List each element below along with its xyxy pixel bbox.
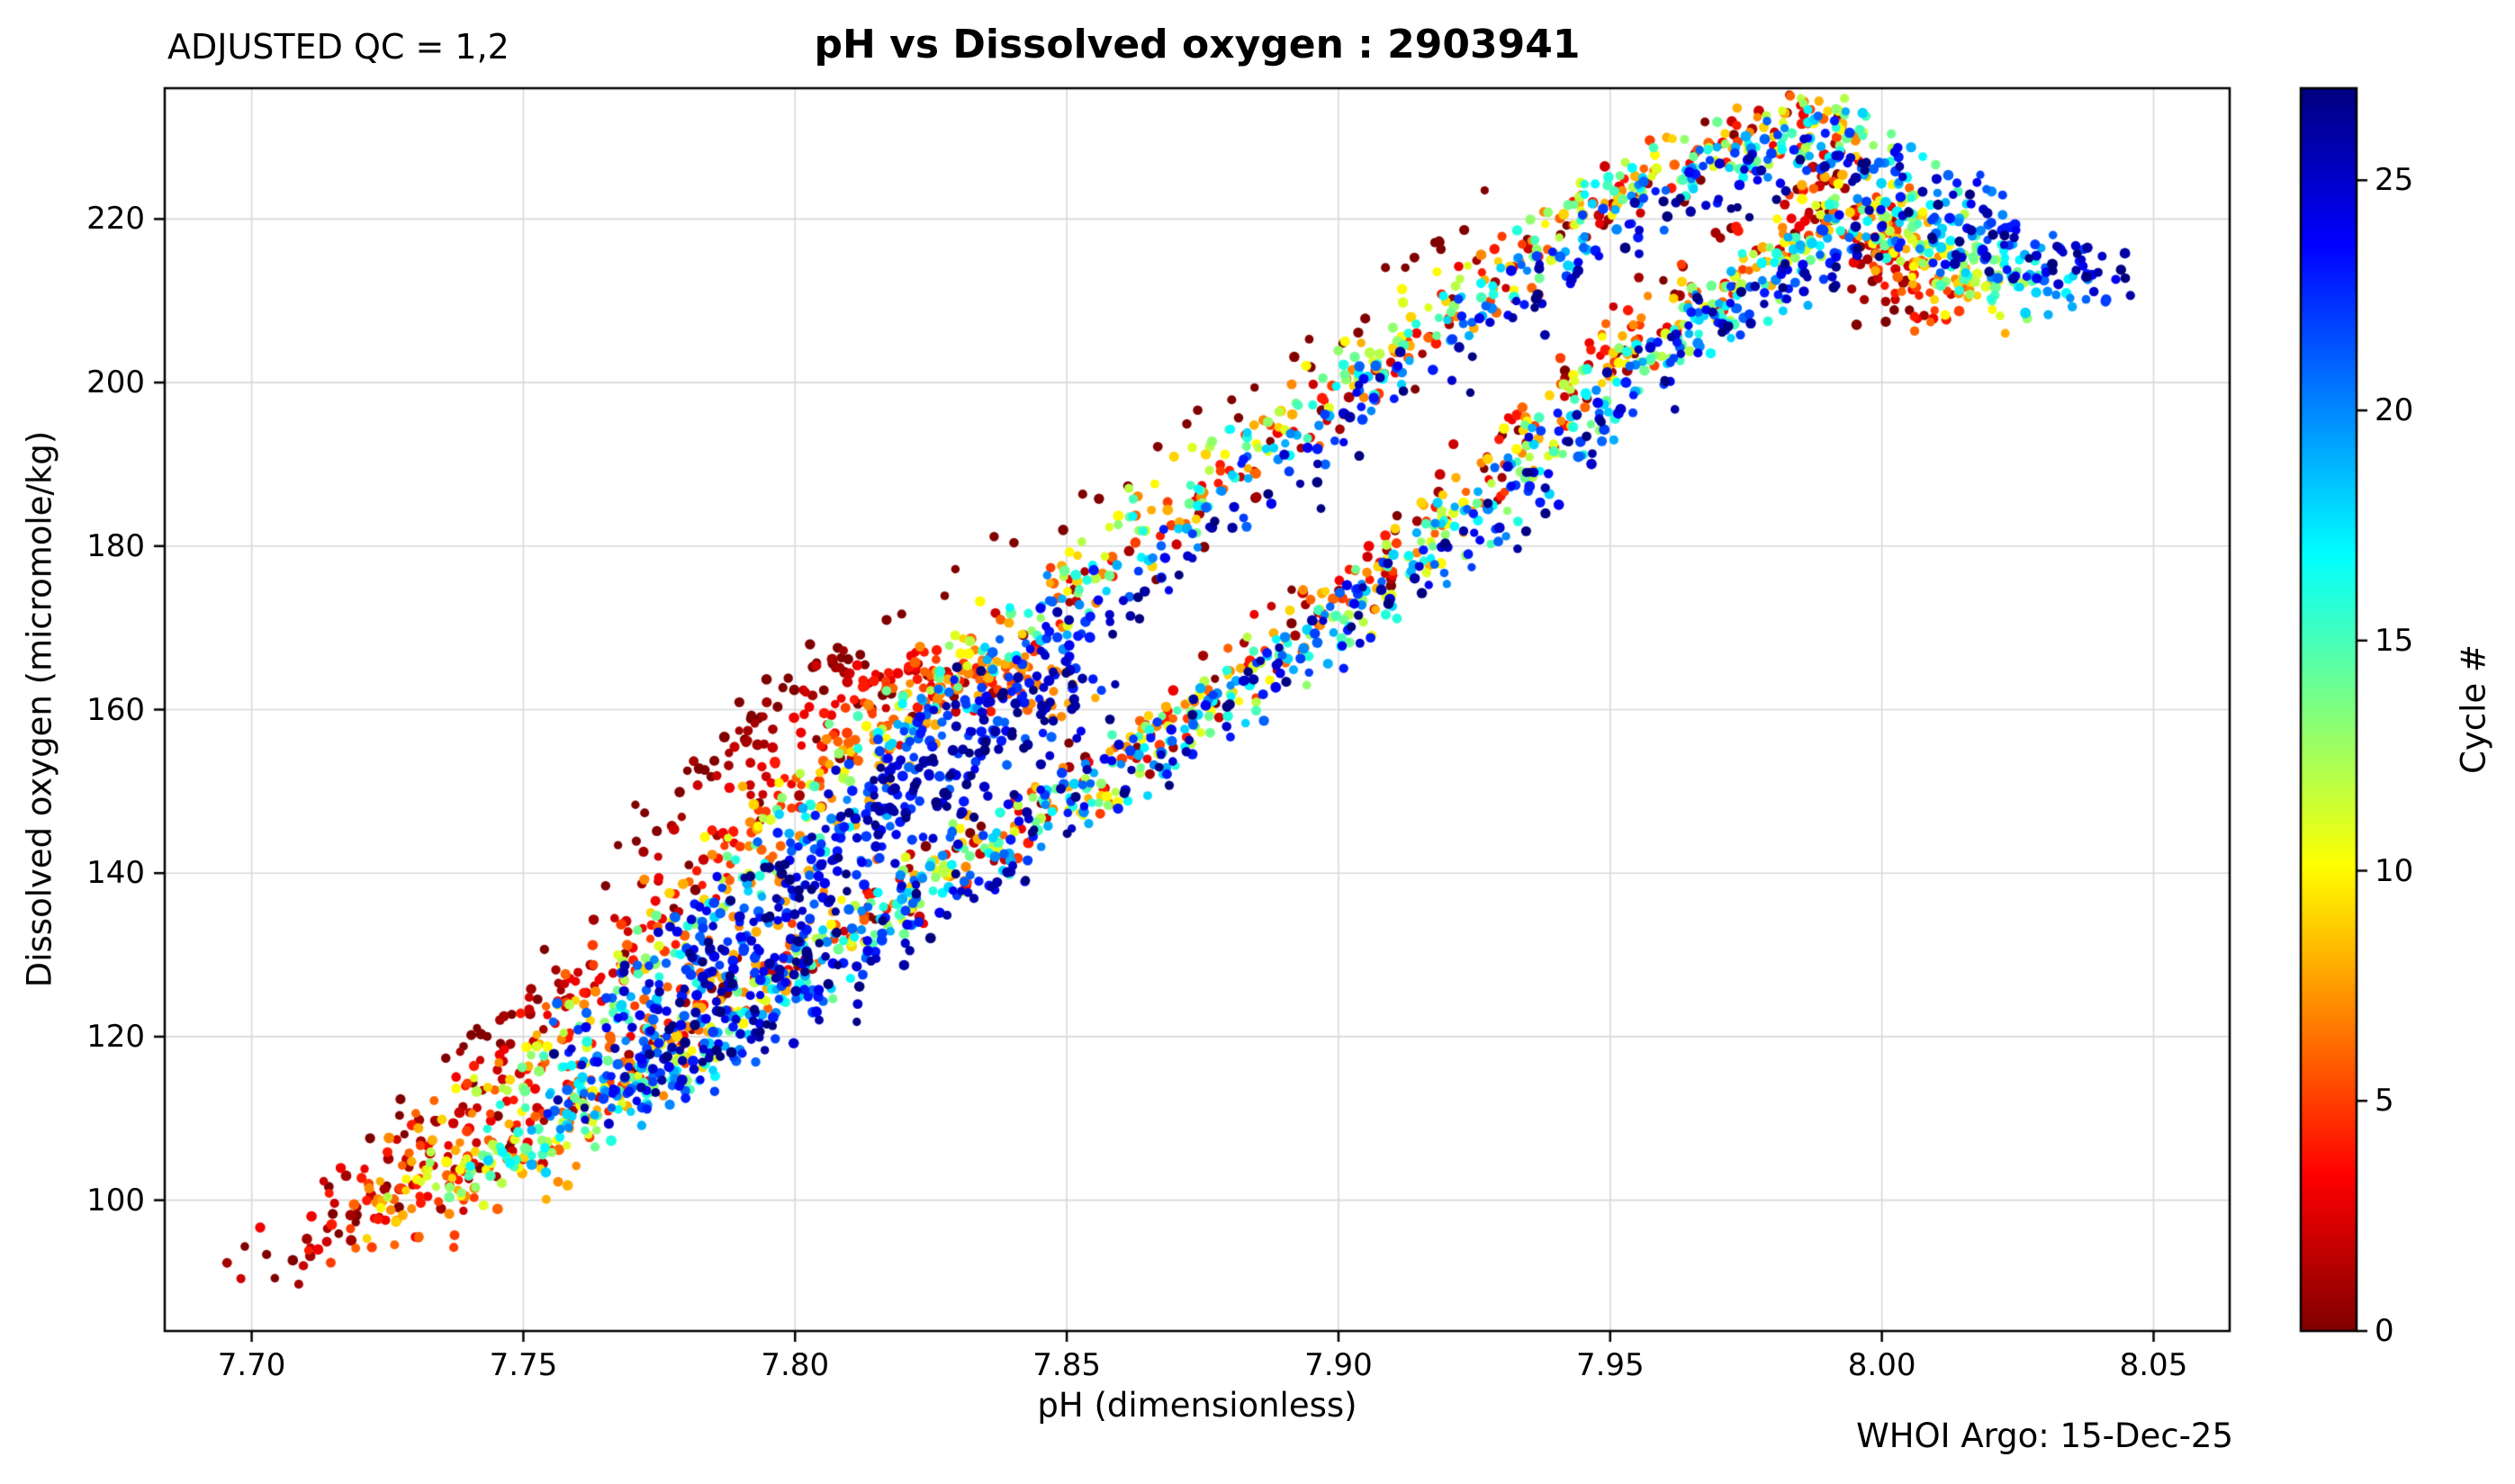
colorbar-tick-label: 10 [2375, 852, 2414, 889]
x-tick-label: 7.85 [1032, 1347, 1101, 1383]
qc-annotation: ADJUSTED QC = 1,2 [167, 27, 509, 67]
colorbar-tick-label: 25 [2375, 162, 2414, 199]
x-tick-label: 8.05 [2119, 1347, 2188, 1383]
x-axis-label: pH (dimensionless) [1037, 1386, 1357, 1425]
y-tick-label: 120 [86, 1018, 145, 1055]
x-tick-label: 7.90 [1304, 1347, 1373, 1383]
x-tick-label: 8.00 [1847, 1347, 1916, 1383]
y-tick-label: 160 [86, 691, 145, 728]
x-tick-label: 7.95 [1575, 1347, 1645, 1383]
x-tick-label: 7.75 [489, 1347, 558, 1383]
y-axis-label: Dissolved oxygen (micromole/kg) [20, 430, 59, 988]
colorbar-tick-label: 0 [2375, 1313, 2394, 1349]
x-tick-label: 7.70 [217, 1347, 286, 1383]
page-title: pH vs Dissolved oxygen : 2903941 [814, 22, 1581, 67]
credit-text: WHOI Argo: 15-Dec-25 [1856, 1417, 2233, 1455]
colorbar-label: Cycle # [2454, 644, 2493, 774]
colorbar-tick-label: 5 [2375, 1083, 2394, 1120]
x-tick-label: 7.80 [761, 1347, 830, 1383]
y-tick-label: 180 [86, 527, 145, 564]
y-tick-label: 100 [86, 1182, 145, 1219]
colorbar-tick-label: 15 [2375, 622, 2414, 659]
y-tick-label: 220 [86, 201, 145, 238]
y-tick-label: 200 [86, 364, 145, 401]
y-tick-label: 140 [86, 855, 145, 892]
colorbar-tick-label: 20 [2375, 392, 2414, 429]
